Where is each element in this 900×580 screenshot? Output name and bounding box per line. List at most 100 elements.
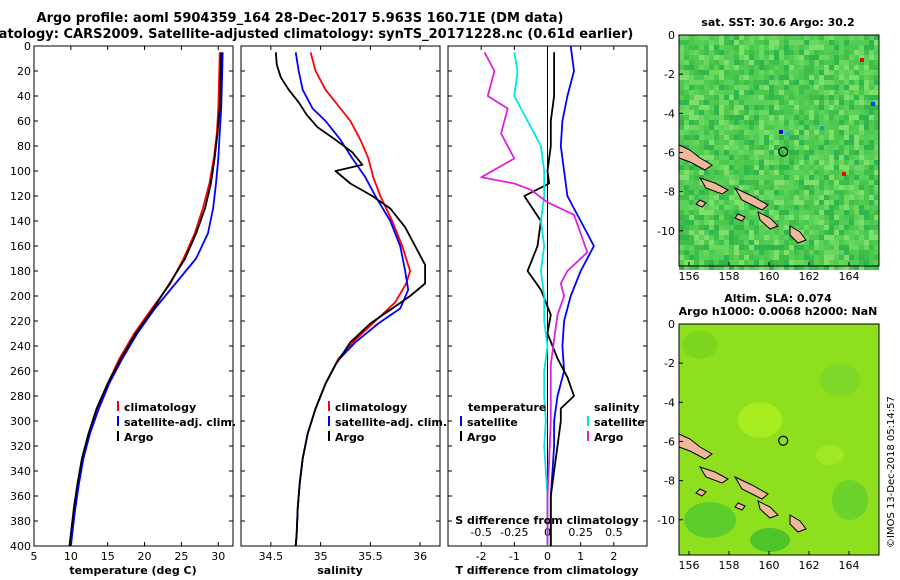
sst-map-anomaly-cell	[871, 102, 875, 106]
sst-map-cell	[734, 150, 739, 155]
sst-map-cell	[759, 210, 764, 215]
sst-map-cell	[809, 240, 814, 245]
sst-map-cell	[744, 150, 749, 155]
sst-map-cell	[864, 240, 869, 245]
sst-map-cell	[829, 205, 834, 210]
sst-map-cell	[839, 105, 844, 110]
sst-map-cell	[774, 195, 779, 200]
sst-map-cell	[799, 125, 804, 130]
sst-map-cell	[789, 260, 794, 265]
sst-map-cell	[689, 85, 694, 90]
sst-map-cell	[829, 120, 834, 125]
sst-map-cell	[749, 125, 754, 130]
land-island	[789, 514, 807, 533]
sst-map-cell	[804, 40, 809, 45]
sst-map-cell	[729, 50, 734, 55]
sst-map-cell	[864, 215, 869, 220]
sst-map-cell	[764, 120, 769, 125]
sst-map-cell	[754, 265, 759, 270]
salinity-xtick-label: 36	[413, 550, 427, 563]
sst-map-cell	[764, 260, 769, 265]
sst-map-cell	[744, 70, 749, 75]
sst-map-cell	[864, 50, 869, 55]
temperature-ticks: 0204060801001201401601802002202402602803…	[10, 40, 233, 563]
sst-map-cell	[809, 170, 814, 175]
sst-map-cell	[704, 65, 709, 70]
sst-map-cell	[704, 45, 709, 50]
sst-map-cell	[724, 85, 729, 90]
sst-map-cell	[734, 245, 739, 250]
sst-map-cell	[789, 35, 794, 40]
sst-map-cell	[779, 40, 784, 45]
sst-map-cell	[809, 195, 814, 200]
sst-map-cell	[794, 220, 799, 225]
sst-map-cell	[764, 135, 769, 140]
sst-map-cell	[749, 145, 754, 150]
sst-map-cell	[694, 215, 699, 220]
sst-map-cell	[869, 130, 874, 135]
sst-map-cell	[729, 65, 734, 70]
sst-map-cell	[819, 90, 824, 95]
sst-map-cell	[869, 65, 874, 70]
sst-map-cell	[784, 165, 789, 170]
sst-map-cell	[689, 195, 694, 200]
sst-map-cell	[699, 130, 704, 135]
sst-map-cell	[749, 100, 754, 105]
sst-map-cell	[814, 120, 819, 125]
sst-map-cell	[814, 155, 819, 160]
sst-map-cell	[824, 215, 829, 220]
sst-map-cell	[839, 215, 844, 220]
sst-map-cell	[834, 235, 839, 240]
sst-map-cell	[824, 115, 829, 120]
sst-map-cell	[799, 255, 804, 260]
sst-map-cell	[719, 230, 724, 235]
sst-map-cell	[739, 240, 744, 245]
difference-lines	[480, 45, 595, 546]
sst-map-cell	[859, 135, 864, 140]
sst-map-cell	[744, 95, 749, 100]
sst-map-argo-marker	[778, 146, 789, 157]
sst-map-cell	[799, 170, 804, 175]
sst-map-cell	[704, 90, 709, 95]
sst-map-cell	[824, 105, 829, 110]
sst-map-cell	[764, 50, 769, 55]
difference-xtick2-label: 0.5	[605, 526, 623, 539]
sst-map-cell	[734, 190, 739, 195]
sst-map-cell	[774, 230, 779, 235]
salinity-xlabel: salinity	[317, 564, 363, 577]
sst-map-cell	[874, 140, 879, 145]
sst-map-cell	[714, 210, 719, 215]
sst-map-cell	[704, 155, 709, 160]
sst-map-cell	[794, 205, 799, 210]
sst-map-cell	[864, 35, 869, 40]
sst-map-cell	[834, 240, 839, 245]
sst-map-cell	[874, 115, 879, 120]
sst-map-cell	[709, 105, 714, 110]
sst-map-cell	[869, 230, 874, 235]
sst-map-cell	[714, 215, 719, 220]
sst-map-cell	[759, 220, 764, 225]
sst-map-cell	[799, 155, 804, 160]
sst-map-cell	[824, 110, 829, 115]
sst-map-cell	[734, 240, 739, 245]
sst-map-cell	[804, 55, 809, 60]
sst-map-cell	[764, 185, 769, 190]
sst-map-cell	[814, 195, 819, 200]
sst-map-cell	[739, 95, 744, 100]
sst-map-cell	[769, 240, 774, 245]
sst-map-cell	[874, 55, 879, 60]
sst-map-cell	[814, 90, 819, 95]
sst-map-cell	[724, 80, 729, 85]
sst-map-cell	[729, 225, 734, 230]
sst-map-cell	[824, 45, 829, 50]
sst-map-cell	[779, 205, 784, 210]
sst-map-cell	[799, 120, 804, 125]
sst-map-cell	[679, 45, 684, 50]
sst-map-cell	[689, 225, 694, 230]
sst-map-cell	[754, 220, 759, 225]
sst-map-cell	[869, 135, 874, 140]
sst-map-cell	[799, 225, 804, 230]
sst-map-cell	[689, 205, 694, 210]
sst-map-cell	[729, 100, 734, 105]
